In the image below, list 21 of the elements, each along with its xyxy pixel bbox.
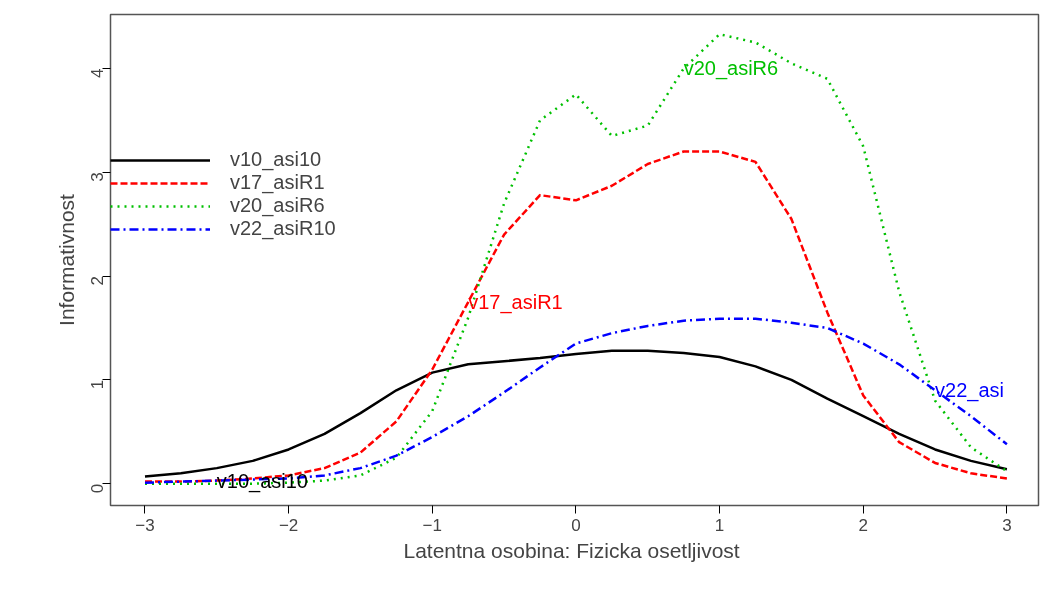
annotation: v17_asiR1 <box>468 291 563 315</box>
annotation: v22_asi <box>935 379 1005 403</box>
x-tick-label: 1 <box>714 515 725 535</box>
y-tick-label: 2 <box>88 276 108 286</box>
x-tick-label: 2 <box>858 515 868 535</box>
y-tick-label: 0 <box>88 483 108 494</box>
legend-label: v22_asiR10 <box>230 217 336 240</box>
legend-label: v10_asi10 <box>230 148 322 171</box>
x-tick-label: 3 <box>1002 515 1012 535</box>
y-tick-label: 3 <box>88 172 108 182</box>
x-tick-label: 0 <box>571 515 581 535</box>
y-tick-label: 4 <box>88 68 108 78</box>
x-axis-title: Latentna osobina: Fizicka osetljivost <box>403 538 740 562</box>
y-tick-label: 1 <box>88 379 108 390</box>
annotation: v20_asiR6 <box>683 57 779 81</box>
y-axis-title: Informativnost <box>54 193 78 326</box>
x-tick-label: −3 <box>135 515 155 535</box>
x-tick-label: −1 <box>422 515 442 535</box>
legend-label: v17_asiR1 <box>230 171 325 194</box>
x-tick-label: −2 <box>278 515 299 535</box>
legend-label: v20_asiR6 <box>230 194 325 217</box>
